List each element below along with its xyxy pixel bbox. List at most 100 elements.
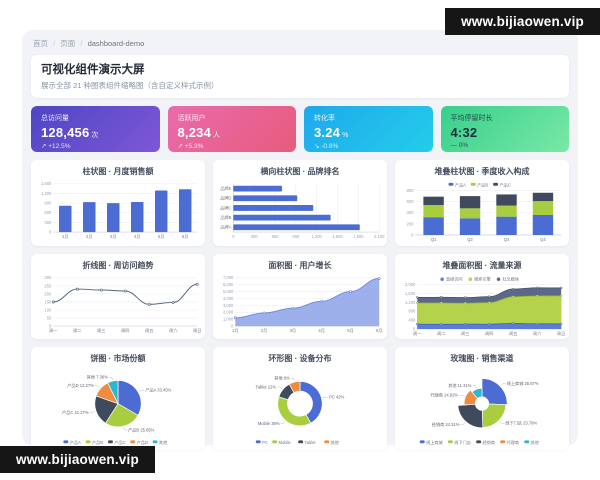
breadcrumb-item-pages[interactable]: 页面 (60, 39, 76, 48)
line-chart-card: 折线图 · 周访问趋势 0 50 100 150 200 250 300 周一 周二 周三 周四 周五… (31, 253, 205, 340)
chart-title: 饼图 · 市场份额 (90, 354, 146, 364)
svg-text:4月: 4月 (134, 234, 140, 239)
svg-text:1,000: 1,000 (223, 316, 234, 321)
svg-text:周五: 周五 (145, 328, 153, 333)
svg-text:线下门店 23.79%: 线下门店 23.79% (505, 420, 537, 426)
stat-trend: ↗ +12.5% (41, 143, 71, 150)
bar-chart-canvas[interactable]: 0 300 600 900 1,200 1,500 1月 2月 3月 4月 5月 6月 (33, 178, 203, 242)
svg-text:5月: 5月 (347, 328, 353, 333)
svg-text:Mobile: Mobile (278, 441, 291, 446)
stat-label: 转化率 (314, 115, 335, 122)
svg-text:2月: 2月 (261, 328, 267, 333)
svg-text:0: 0 (49, 323, 52, 328)
rose-chart-canvas[interactable]: 线上商城 25.67% 线下门店 23.79% 经销商 24.31% 代理商 14.9… (397, 365, 567, 448)
breadcrumb: 首页 / 页面 / dashboard-demo (33, 38, 567, 49)
chart-title: 横向柱状图 · 品牌排名 (260, 167, 340, 176)
svg-text:3月: 3月 (290, 328, 296, 333)
stat-value: 4:32 (450, 125, 478, 140)
svg-text:品牌D: 品牌D (220, 195, 231, 201)
svg-text:PC: PC (262, 441, 268, 446)
rose-chart-card: 玫瑰图 · 销售渠道 线上商城 25.67% 线下门店 23.79% 经销商 24.… (395, 347, 569, 451)
svg-text:产品A: 产品A (455, 182, 466, 188)
svg-text:200: 200 (44, 291, 52, 296)
svg-text:线上商城: 线上商城 (426, 440, 443, 446)
svg-text:300: 300 (44, 275, 52, 280)
svg-text:周一: 周一 (413, 330, 421, 335)
svg-text:产品A 33.45%: 产品A 33.45% (145, 387, 171, 393)
svg-text:1月: 1月 (62, 234, 68, 239)
breadcrumb-separator: / (80, 39, 83, 48)
page-header-card: 可视化组件演示大屏 展示全部 21 种图表组件缩略图（含自定义样式示例） (31, 55, 569, 98)
pie-chart-canvas[interactable]: 产品A 33.45% 产品B 25.65% 产品C 21.27% 产品D 12.27%… (33, 365, 203, 448)
area-chart-canvas[interactable]: 0 1,000 2,000 3,000 4,000 5,000 6,000 7,000 1月 2月… (215, 272, 385, 336)
chart-title: 折线图 · 周访问趋势 (82, 260, 154, 270)
svg-text:300: 300 (251, 234, 259, 239)
stacked-bar-chart-card: 堆叠柱状图 · 季度收入构成 产品A 产品B 产品C 0 200 400 600 800 Q1 Q… (395, 160, 569, 246)
stacked-area-chart-card: 堆叠面积图 · 流量来源 直接访问 搜索引擎 社交媒体 0 400 800 1,200 1,6… (395, 253, 569, 340)
svg-text:产品D: 产品D (137, 440, 148, 446)
svg-text:3,000: 3,000 (223, 303, 234, 308)
svg-text:Tablet 12%: Tablet 12% (256, 385, 277, 390)
svg-text:其他: 其他 (531, 440, 539, 446)
stat-label: 平均停留时长 (450, 115, 493, 122)
svg-text:2月: 2月 (86, 234, 92, 239)
svg-text:社交媒体: 社交媒体 (502, 275, 519, 281)
svg-text:3月: 3月 (110, 234, 116, 239)
chart-title: 玫瑰图 · 销售渠道 (450, 354, 514, 364)
svg-text:6,000: 6,000 (223, 282, 234, 287)
line-chart-canvas[interactable]: 0 50 100 150 200 250 300 周一 周二 周三 周四 周五 周六 周日 (33, 272, 203, 336)
horizontal-bar-chart-canvas[interactable]: 0 300 600 900 1,200 1,500 1,800 2,100 品牌E 品牌D 品牌C 品… (215, 178, 385, 242)
svg-text:周二: 周二 (73, 328, 81, 333)
svg-text:400: 400 (407, 210, 415, 215)
svg-text:代理商 14.92%: 代理商 14.92% (430, 392, 458, 398)
svg-text:1,500: 1,500 (332, 234, 343, 239)
stat-card-total-visits: 总访问量 128,456 次 ↗ +12.5% (31, 106, 160, 152)
stat-label: 总访问量 (41, 115, 69, 122)
stat-card-avg-duration: 平均停留时长 4:32 — 0% (440, 106, 569, 152)
svg-text:100: 100 (44, 307, 52, 312)
charts-grid: 柱状图 · 月度销售额 0 300 600 900 1,200 1,500 1月 2月 3月 4月… (31, 160, 569, 451)
svg-text:800: 800 (407, 188, 415, 193)
svg-text:300: 300 (44, 220, 52, 225)
stat-card-conversion-rate: 转化率 3.24% ↘ -0.8% (304, 106, 433, 152)
svg-text:产品B 25.65%: 产品B 25.65% (128, 427, 155, 433)
page-title: 可视化组件演示大屏 (41, 64, 145, 76)
svg-text:1月: 1月 (232, 328, 238, 333)
svg-text:其他: 其他 (331, 440, 339, 446)
svg-text:4月: 4月 (318, 328, 324, 333)
chart-title: 堆叠面积图 · 流量来源 (442, 260, 522, 270)
svg-text:Tablet: Tablet (305, 441, 317, 446)
stat-label: 活跃用户 (177, 115, 206, 122)
donut-chart-canvas[interactable]: PC 42% Mobile 38% Tablet 12% 其他 8% PC Mobile T… (215, 365, 385, 448)
svg-text:周日: 周日 (557, 330, 565, 335)
svg-text:产品B: 产品B (477, 182, 488, 188)
svg-text:周六: 周六 (169, 327, 177, 333)
watermark-banner-top: www.bijiaowen.vip (445, 8, 600, 35)
svg-text:PC 42%: PC 42% (329, 395, 345, 400)
svg-text:1,200: 1,200 (405, 299, 416, 304)
chart-title: 堆叠柱状图 · 季度收入构成 (434, 167, 530, 176)
stat-trend: — 0% (450, 142, 469, 149)
donut-chart-card: 环形图 · 设备分布 PC 42% Mobile 38% Tablet 12% 其他 … (213, 347, 387, 451)
stat-trend: ↗ +5.3% (177, 143, 204, 150)
svg-text:周三: 周三 (461, 330, 469, 335)
svg-text:1,500: 1,500 (41, 181, 52, 186)
svg-text:品牌A: 品牌A (220, 224, 231, 230)
svg-text:6月: 6月 (182, 234, 188, 239)
pie-chart-card: 饼图 · 市场份额 产品A 33.45% 产品B 25.65% 产品C 21.27%… (31, 347, 205, 451)
svg-text:产品A: 产品A (70, 440, 81, 446)
page-subtitle: 展示全部 21 种图表组件缩略图（含自定义样式示例） (41, 81, 219, 90)
svg-text:周三: 周三 (97, 328, 105, 333)
chart-title: 面积图 · 用户增长 (268, 260, 332, 270)
svg-text:800: 800 (408, 308, 416, 313)
svg-text:周五: 周五 (509, 330, 517, 335)
svg-text:直接访问: 直接访问 (446, 275, 463, 281)
breadcrumb-item-home[interactable]: 首页 (33, 39, 48, 48)
svg-text:搜索引擎: 搜索引擎 (474, 275, 491, 281)
svg-text:周二: 周二 (437, 330, 445, 335)
svg-text:周六: 周六 (533, 329, 541, 335)
stacked-area-chart-canvas[interactable]: 直接访问 搜索引擎 社交媒体 0 400 800 1,200 1,600 2,000 周一 周二 周三… (397, 272, 567, 338)
stacked-bar-chart-canvas[interactable]: 产品A 产品B 产品C 0 200 400 600 800 Q1 Q2 Q3 Q4 (397, 178, 567, 244)
svg-text:其他: 其他 (159, 440, 167, 446)
